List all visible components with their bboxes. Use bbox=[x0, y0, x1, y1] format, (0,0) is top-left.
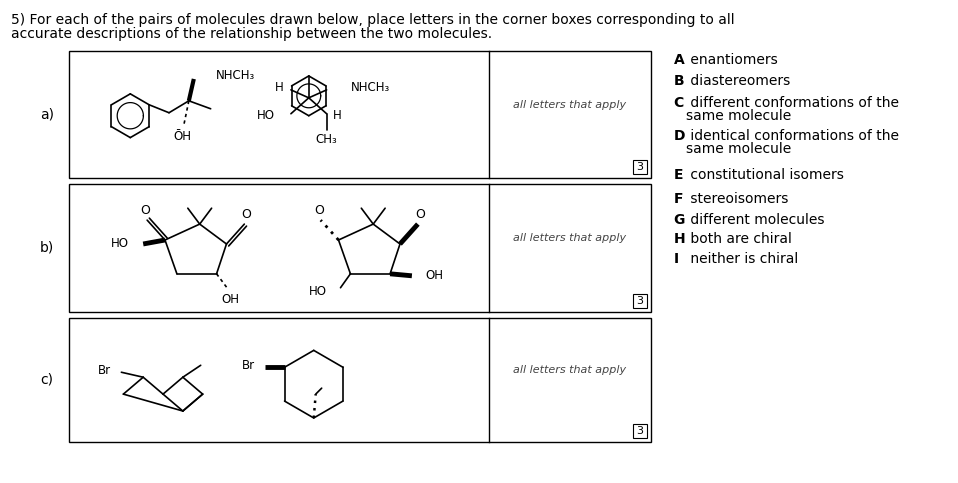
Text: all letters that apply: all letters that apply bbox=[513, 233, 627, 243]
Bar bbox=[633, 160, 647, 174]
Text: E: E bbox=[673, 169, 683, 183]
Text: G: G bbox=[673, 213, 685, 227]
Text: F: F bbox=[673, 192, 683, 206]
Text: HO: HO bbox=[111, 238, 129, 251]
Bar bbox=[633, 294, 647, 308]
Text: H: H bbox=[332, 109, 341, 122]
Text: 3: 3 bbox=[636, 426, 644, 436]
Text: O: O bbox=[241, 208, 251, 221]
Text: c): c) bbox=[40, 373, 54, 387]
Text: O: O bbox=[140, 204, 150, 217]
Text: H: H bbox=[673, 232, 685, 246]
Text: NHCH₃: NHCH₃ bbox=[216, 70, 255, 83]
Text: both are chiral: both are chiral bbox=[686, 232, 791, 246]
Text: O: O bbox=[415, 208, 424, 221]
Text: identical conformations of the: identical conformations of the bbox=[686, 128, 899, 142]
Text: different conformations of the: different conformations of the bbox=[686, 96, 899, 110]
Text: same molecule: same molecule bbox=[686, 142, 790, 156]
Text: constitutional isomers: constitutional isomers bbox=[686, 169, 843, 183]
Bar bbox=[69, 317, 650, 442]
Text: a): a) bbox=[40, 108, 54, 122]
Text: OH: OH bbox=[221, 293, 240, 306]
Text: Br: Br bbox=[241, 359, 255, 372]
Text: ŌH: ŌH bbox=[172, 130, 191, 143]
Text: D: D bbox=[673, 128, 685, 142]
Text: 3: 3 bbox=[636, 162, 644, 172]
Text: accurate descriptions of the relationship between the two molecules.: accurate descriptions of the relationshi… bbox=[11, 27, 492, 41]
Text: stereoisomers: stereoisomers bbox=[686, 192, 787, 206]
Text: enantiomers: enantiomers bbox=[686, 53, 777, 67]
Text: neither is chiral: neither is chiral bbox=[686, 252, 798, 266]
Text: 5) For each of the pairs of molecules drawn below, place letters in the corner b: 5) For each of the pairs of molecules dr… bbox=[11, 14, 735, 28]
Text: HO: HO bbox=[257, 109, 275, 122]
Text: I: I bbox=[673, 252, 679, 266]
Text: OH: OH bbox=[425, 270, 444, 282]
Text: 3: 3 bbox=[636, 296, 644, 306]
Text: H: H bbox=[275, 82, 284, 94]
Text: same molecule: same molecule bbox=[686, 109, 790, 123]
Bar bbox=[69, 51, 650, 178]
Text: all letters that apply: all letters that apply bbox=[513, 100, 627, 110]
Text: all letters that apply: all letters that apply bbox=[513, 365, 627, 375]
Bar bbox=[633, 424, 647, 438]
Bar bbox=[69, 185, 650, 312]
Text: C: C bbox=[673, 96, 684, 110]
Text: b): b) bbox=[40, 241, 54, 255]
Text: HO: HO bbox=[308, 285, 327, 298]
Text: NHCH₃: NHCH₃ bbox=[351, 82, 390, 94]
Text: diastereomers: diastereomers bbox=[686, 74, 789, 88]
Text: O: O bbox=[314, 204, 324, 217]
Text: B: B bbox=[673, 74, 684, 88]
Text: Br: Br bbox=[99, 364, 111, 377]
Text: different molecules: different molecules bbox=[686, 213, 824, 227]
Text: A: A bbox=[673, 53, 684, 67]
Text: CH₃: CH₃ bbox=[316, 133, 337, 146]
